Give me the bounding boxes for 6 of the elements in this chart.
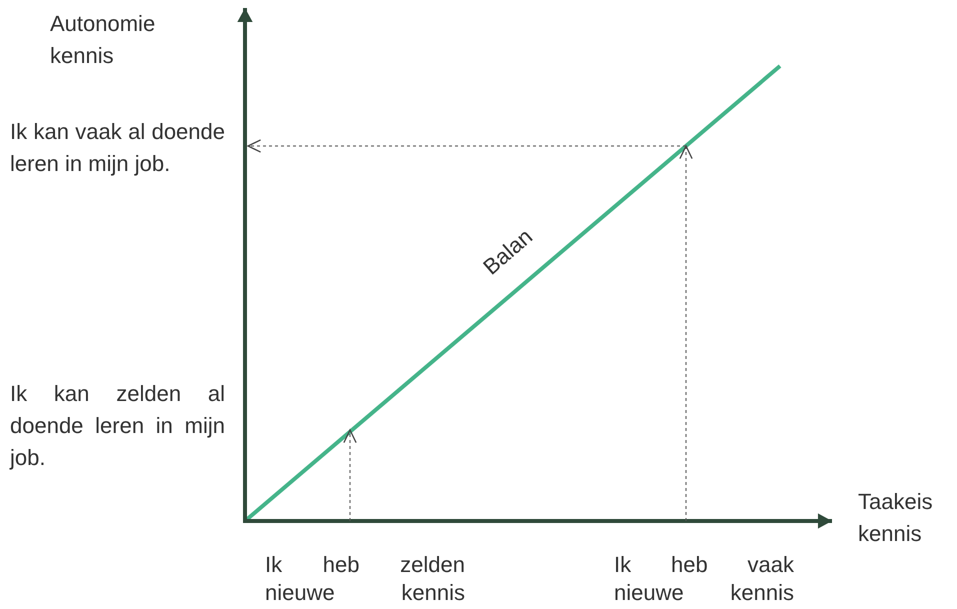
annotation: Ik kan vaak al doende leren in mijn job. [10,118,225,178]
x-axis-title: Taakeis kennis [858,488,934,548]
text: Ik heb zelden nieuwe kennis [265,551,465,607]
y-axis-title: Autonomie kennis [50,10,156,70]
annotation: Ik kan zelden al doende leren in mijn job. [10,380,225,472]
text: Ik heb vaak nieuwe kennis [614,551,794,607]
